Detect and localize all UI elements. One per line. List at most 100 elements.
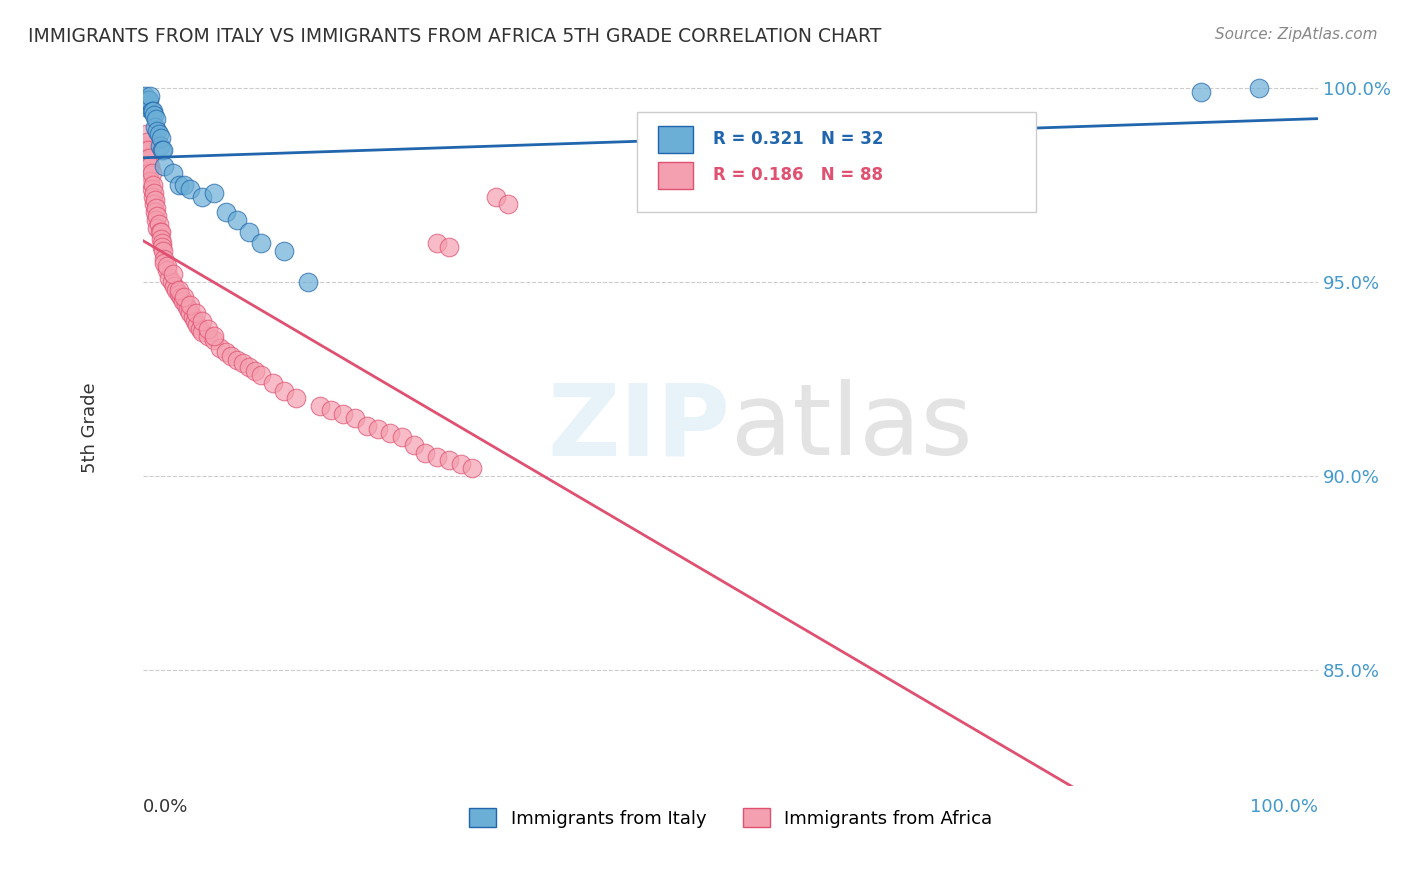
Point [153,252,176,266]
Point [134,139,156,153]
Text: 5th Grade: 5th Grade [82,382,100,473]
Point [142,178,165,192]
Text: R = 0.321   N = 32: R = 0.321 N = 32 [713,130,883,148]
Point [152,244,174,258]
Point [136,159,159,173]
Point [197,329,219,343]
Point [202,186,225,200]
Text: IMMIGRANTS FROM ITALY VS IMMIGRANTS FROM AFRICA 5TH GRADE CORRELATION CHART: IMMIGRANTS FROM ITALY VS IMMIGRANTS FROM… [28,27,882,45]
Point [142,186,165,200]
Point [173,291,195,305]
Point [184,314,207,328]
Point [149,232,172,246]
Point [188,321,211,335]
Text: Source: ZipAtlas.com: Source: ZipAtlas.com [1215,27,1378,42]
Point [157,271,180,285]
Point [163,278,186,293]
FancyBboxPatch shape [637,112,1036,212]
Point [238,360,260,375]
Point [167,178,190,192]
Point [202,333,225,347]
Point [136,93,159,107]
Point [356,418,378,433]
Point [141,104,163,119]
Point [221,349,243,363]
Point [142,104,165,119]
Point [172,294,194,309]
Point [321,403,343,417]
Point [273,384,295,398]
Point [297,275,319,289]
Point [149,225,172,239]
Point [367,422,389,436]
Point [391,430,413,444]
Point [179,298,201,312]
Point [138,151,160,165]
Point [174,298,197,312]
Point [170,291,193,305]
Point [156,263,179,277]
Point [214,344,236,359]
Point [1249,81,1271,95]
Point [332,407,354,421]
Point [437,453,460,467]
Point [191,314,214,328]
Point [143,205,166,219]
Point [186,306,208,320]
Point [165,283,187,297]
Point [191,189,214,203]
Point [243,364,266,378]
Point [138,93,160,107]
Point [134,88,156,103]
Text: 100.0%: 100.0% [1250,798,1319,816]
Point [179,306,201,320]
Point [437,240,460,254]
Point [150,143,173,157]
Point [197,321,219,335]
Point [285,392,308,406]
Point [208,341,231,355]
Text: ZIP: ZIP [548,379,731,476]
Point [186,318,208,332]
Point [145,112,167,126]
Point [135,100,157,114]
Point [148,128,170,142]
Point [150,236,173,251]
Point [402,438,425,452]
Point [152,143,174,157]
Point [426,236,449,251]
Text: 0.0%: 0.0% [143,798,188,816]
Point [135,135,157,149]
Legend: Immigrants from Italy, Immigrants from Africa: Immigrants from Italy, Immigrants from A… [463,801,1000,835]
Point [149,225,172,239]
Point [413,446,436,460]
Point [450,458,472,472]
Point [167,286,190,301]
Point [160,275,183,289]
Point [496,197,519,211]
Point [142,189,165,203]
Point [308,399,330,413]
Point [167,283,190,297]
Point [148,217,170,231]
Text: atlas: atlas [731,379,973,476]
Point [226,352,249,367]
Point [135,151,157,165]
Point [136,143,159,157]
Text: R = 0.186   N = 88: R = 0.186 N = 88 [713,166,883,184]
Point [141,182,163,196]
Point [273,244,295,258]
Point [139,88,162,103]
Point [146,220,169,235]
Point [485,189,508,203]
Point [250,236,273,251]
Point [149,131,172,145]
Point [1189,85,1212,99]
Point [145,201,167,215]
Point [179,182,201,196]
Point [141,166,163,180]
Point [142,108,165,122]
Point [139,159,162,173]
Point [150,240,173,254]
Point [262,376,284,390]
